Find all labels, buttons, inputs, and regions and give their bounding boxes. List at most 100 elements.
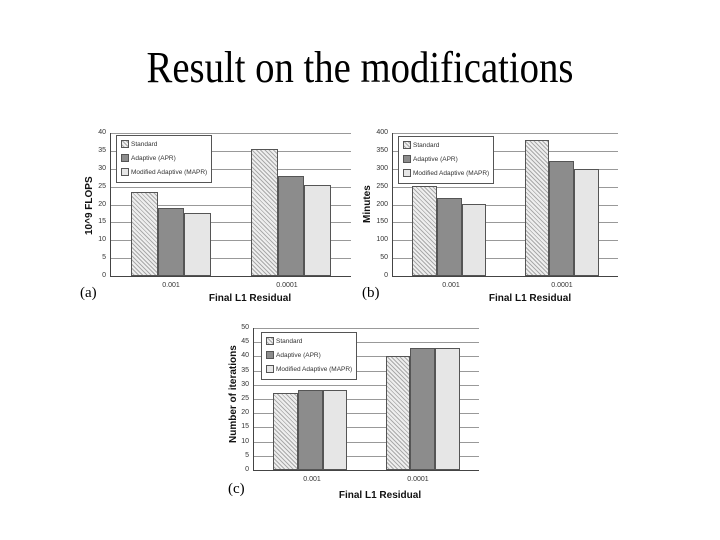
panel-label: (c) <box>228 481 245 497</box>
bar-0.001-0 <box>131 192 158 276</box>
gridline <box>111 150 351 152</box>
bar-0.0001-1 <box>410 347 436 470</box>
gridline <box>254 455 479 457</box>
legend-item-apr: Adaptive (APR) <box>403 153 489 167</box>
gridline <box>393 133 618 134</box>
gridline <box>254 356 479 358</box>
y-tick-label: 40 <box>241 352 249 360</box>
bar-0.0001-2 <box>304 184 331 276</box>
bar-0.0001-2 <box>574 169 599 276</box>
apr-swatch-icon <box>403 155 411 164</box>
y-tick-label: 50 <box>380 254 388 262</box>
legend-item-mapr: Modified Adaptive (MAPR) <box>266 363 352 377</box>
y-tick-label: 400 <box>376 129 388 136</box>
gridline <box>254 370 479 372</box>
apr-swatch-icon <box>266 351 274 360</box>
legend-item-apr: Adaptive (APR) <box>121 152 207 166</box>
bar-0.0001-0 <box>251 149 278 276</box>
legend-item-standard: Standard <box>266 335 352 349</box>
gridline <box>393 258 618 260</box>
gridline <box>111 133 351 134</box>
y-tick-label: 40 <box>98 129 106 136</box>
standard-swatch-icon <box>403 141 411 150</box>
gridline <box>254 342 479 344</box>
gridline <box>111 168 351 170</box>
y-tick-label: 50 <box>241 324 249 331</box>
legend: Standard Adaptive (APR) Modified Adaptiv… <box>261 332 358 380</box>
y-tick-label: 200 <box>376 200 388 208</box>
y-tick-label: 35 <box>241 366 249 374</box>
legend-item-apr: Adaptive (APR) <box>266 349 352 363</box>
y-tick-label: 0 <box>102 272 106 279</box>
y-tick-label: 30 <box>98 164 106 172</box>
gridline <box>393 150 618 152</box>
bar-0.001-0 <box>273 393 298 470</box>
bar-0.0001-0 <box>385 356 411 470</box>
chart-minutes: Minutes 0.001 0.0001 Final L1 Residual (… <box>360 125 640 310</box>
chart-iterations: Number of iterations 0.001 0.0001 Final … <box>220 318 480 508</box>
legend-item-mapr: Modified Adaptive (MAPR) <box>121 166 207 180</box>
gridline <box>111 204 351 206</box>
x-axis-label: Final L1 Residual <box>208 293 292 304</box>
mapr-swatch-icon <box>266 365 274 374</box>
standard-swatch-icon <box>121 140 129 149</box>
bar-0.001-2 <box>322 390 348 470</box>
gridline <box>393 204 618 206</box>
y-tick-label: 150 <box>376 218 388 226</box>
y-tick-label: 25 <box>98 182 106 190</box>
y-tick-label: 10 <box>98 236 106 244</box>
panel-label: (a) <box>80 285 97 301</box>
gridline <box>254 413 479 415</box>
y-tick-label: 35 <box>98 146 106 154</box>
gridline <box>111 240 351 242</box>
bar-0.0001-1 <box>549 160 575 276</box>
gridline <box>254 427 479 429</box>
slide-title: Result on the modifications <box>146 43 574 92</box>
x-category: 0.001 <box>162 282 180 289</box>
plot-area <box>110 133 351 277</box>
y-tick-label: 15 <box>241 423 249 431</box>
x-category: 0.0001 <box>276 282 298 289</box>
y-tick-label: 45 <box>241 338 249 346</box>
legend-item-standard: Standard <box>121 138 207 152</box>
gridline <box>393 240 618 242</box>
bar-0.001-0 <box>412 185 437 276</box>
bar-0.001-1 <box>157 208 185 276</box>
legend: Standard Adaptive (APR) Modified Adaptiv… <box>116 135 213 183</box>
bar-0.0001-2 <box>435 347 460 470</box>
y-tick-label: 0 <box>245 466 249 473</box>
gridline <box>254 328 479 329</box>
x-axis-label: Final L1 Residual <box>488 293 572 304</box>
bar-0.0001-0 <box>524 140 550 276</box>
gridline <box>254 384 479 386</box>
bar-0.0001-1 <box>277 175 305 276</box>
gridline <box>393 186 618 188</box>
plot-area <box>253 328 479 471</box>
y-tick-label: 300 <box>376 164 388 172</box>
x-category: 0.0001 <box>407 476 429 483</box>
mapr-swatch-icon <box>403 169 411 178</box>
standard-swatch-icon <box>266 337 274 346</box>
x-axis-label: Final L1 Residual <box>338 490 422 501</box>
y-tick-label: 30 <box>241 380 249 388</box>
gridline <box>254 399 479 400</box>
legend: Standard Adaptive (APR) Modified Adaptiv… <box>398 136 495 184</box>
gridline <box>254 441 479 443</box>
y-tick-label: 25 <box>241 395 249 402</box>
gridline <box>111 222 351 224</box>
y-tick-label: 10 <box>241 437 249 445</box>
bar-0.001-2 <box>461 203 487 276</box>
chart-flops: 10^9 FLOPS 0.001 0.0001 Final L1 Residua… <box>80 125 360 310</box>
gridline <box>111 258 351 260</box>
y-tick-label: 100 <box>376 236 388 244</box>
y-tick-label: 5 <box>102 254 106 262</box>
gridline <box>393 222 618 224</box>
y-tick-label: 15 <box>98 218 106 226</box>
gridline <box>111 186 351 188</box>
x-category: 0.0001 <box>551 282 573 289</box>
bar-0.001-2 <box>184 213 211 276</box>
y-tick-label: 20 <box>98 200 106 208</box>
bar-0.001-1 <box>436 198 462 276</box>
gridline <box>393 168 618 170</box>
x-category: 0.001 <box>303 476 321 483</box>
